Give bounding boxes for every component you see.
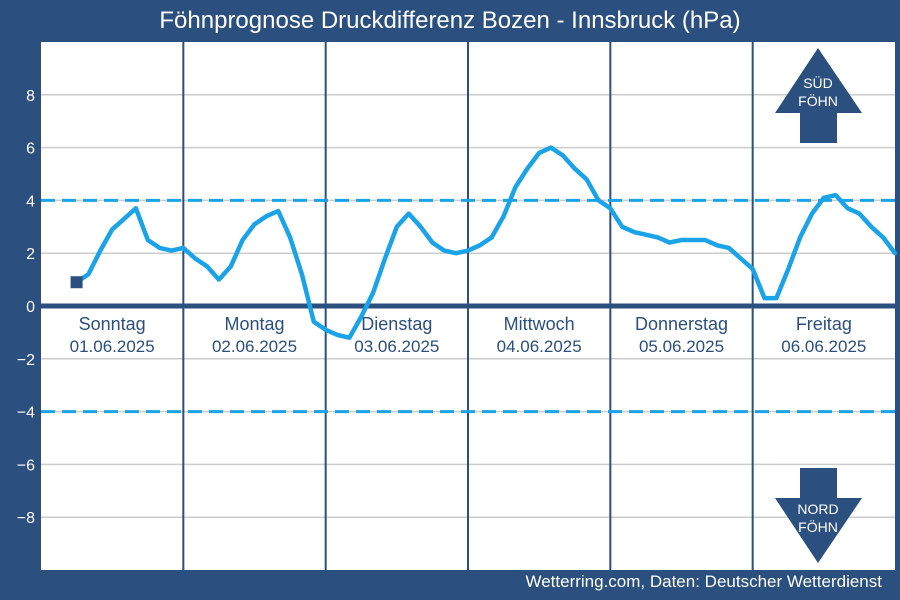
y-tick-label: 2 xyxy=(26,246,35,263)
day-date-label: 06.06.2025 xyxy=(781,337,866,356)
y-tick-label: 0 xyxy=(26,299,35,316)
nord-foehn-down-arrow xyxy=(775,468,862,563)
day-labels: Sonntag 01.06.2025 Montag 02.06.2025 Diensta… xyxy=(70,314,867,356)
y-tick-label: −2 xyxy=(17,352,35,369)
arrow-label: NORD xyxy=(797,501,838,517)
day-date-label: 04.06.2025 xyxy=(497,337,582,356)
day-date-label: 05.06.2025 xyxy=(639,337,724,356)
series-start-marker xyxy=(70,276,83,289)
day-date-label: 03.06.2025 xyxy=(354,337,439,356)
day-date-label: 02.06.2025 xyxy=(212,337,297,356)
day-date-label: 01.06.2025 xyxy=(70,337,155,356)
y-tick-label: −6 xyxy=(17,457,35,474)
day-weekday-label: Freitag xyxy=(796,314,852,334)
chart-title: Föhnprognose Druckdifferenz Bozen - Inns… xyxy=(159,7,741,34)
y-tick-label: 4 xyxy=(26,193,35,210)
series-group xyxy=(70,145,898,340)
y-tick-label: −4 xyxy=(17,405,35,422)
series-line xyxy=(74,145,898,340)
y-axis-ticks: 8 6 4 2 0 −2 −4 −6 −8 xyxy=(17,88,35,527)
day-weekday-label: Dienstag xyxy=(361,314,432,334)
arrow-label: FÖHN xyxy=(798,92,838,109)
sued-foehn-up-arrow xyxy=(775,48,862,143)
day-weekday-label: Sonntag xyxy=(79,314,146,334)
arrow-label: FÖHN xyxy=(798,518,838,535)
day-weekday-label: Donnerstag xyxy=(635,314,728,334)
y-tick-label: 6 xyxy=(26,141,35,158)
credit-text: Wetterring.com, Daten: Deutscher Wetterd… xyxy=(525,572,882,591)
day-weekday-label: Montag xyxy=(224,314,284,334)
threshold-lines xyxy=(41,198,895,414)
day-weekday-label: Mittwoch xyxy=(504,314,575,334)
arrow-label: SÜD xyxy=(803,74,833,91)
y-tick-label: 8 xyxy=(26,88,35,105)
y-tick-label: −8 xyxy=(17,510,35,527)
